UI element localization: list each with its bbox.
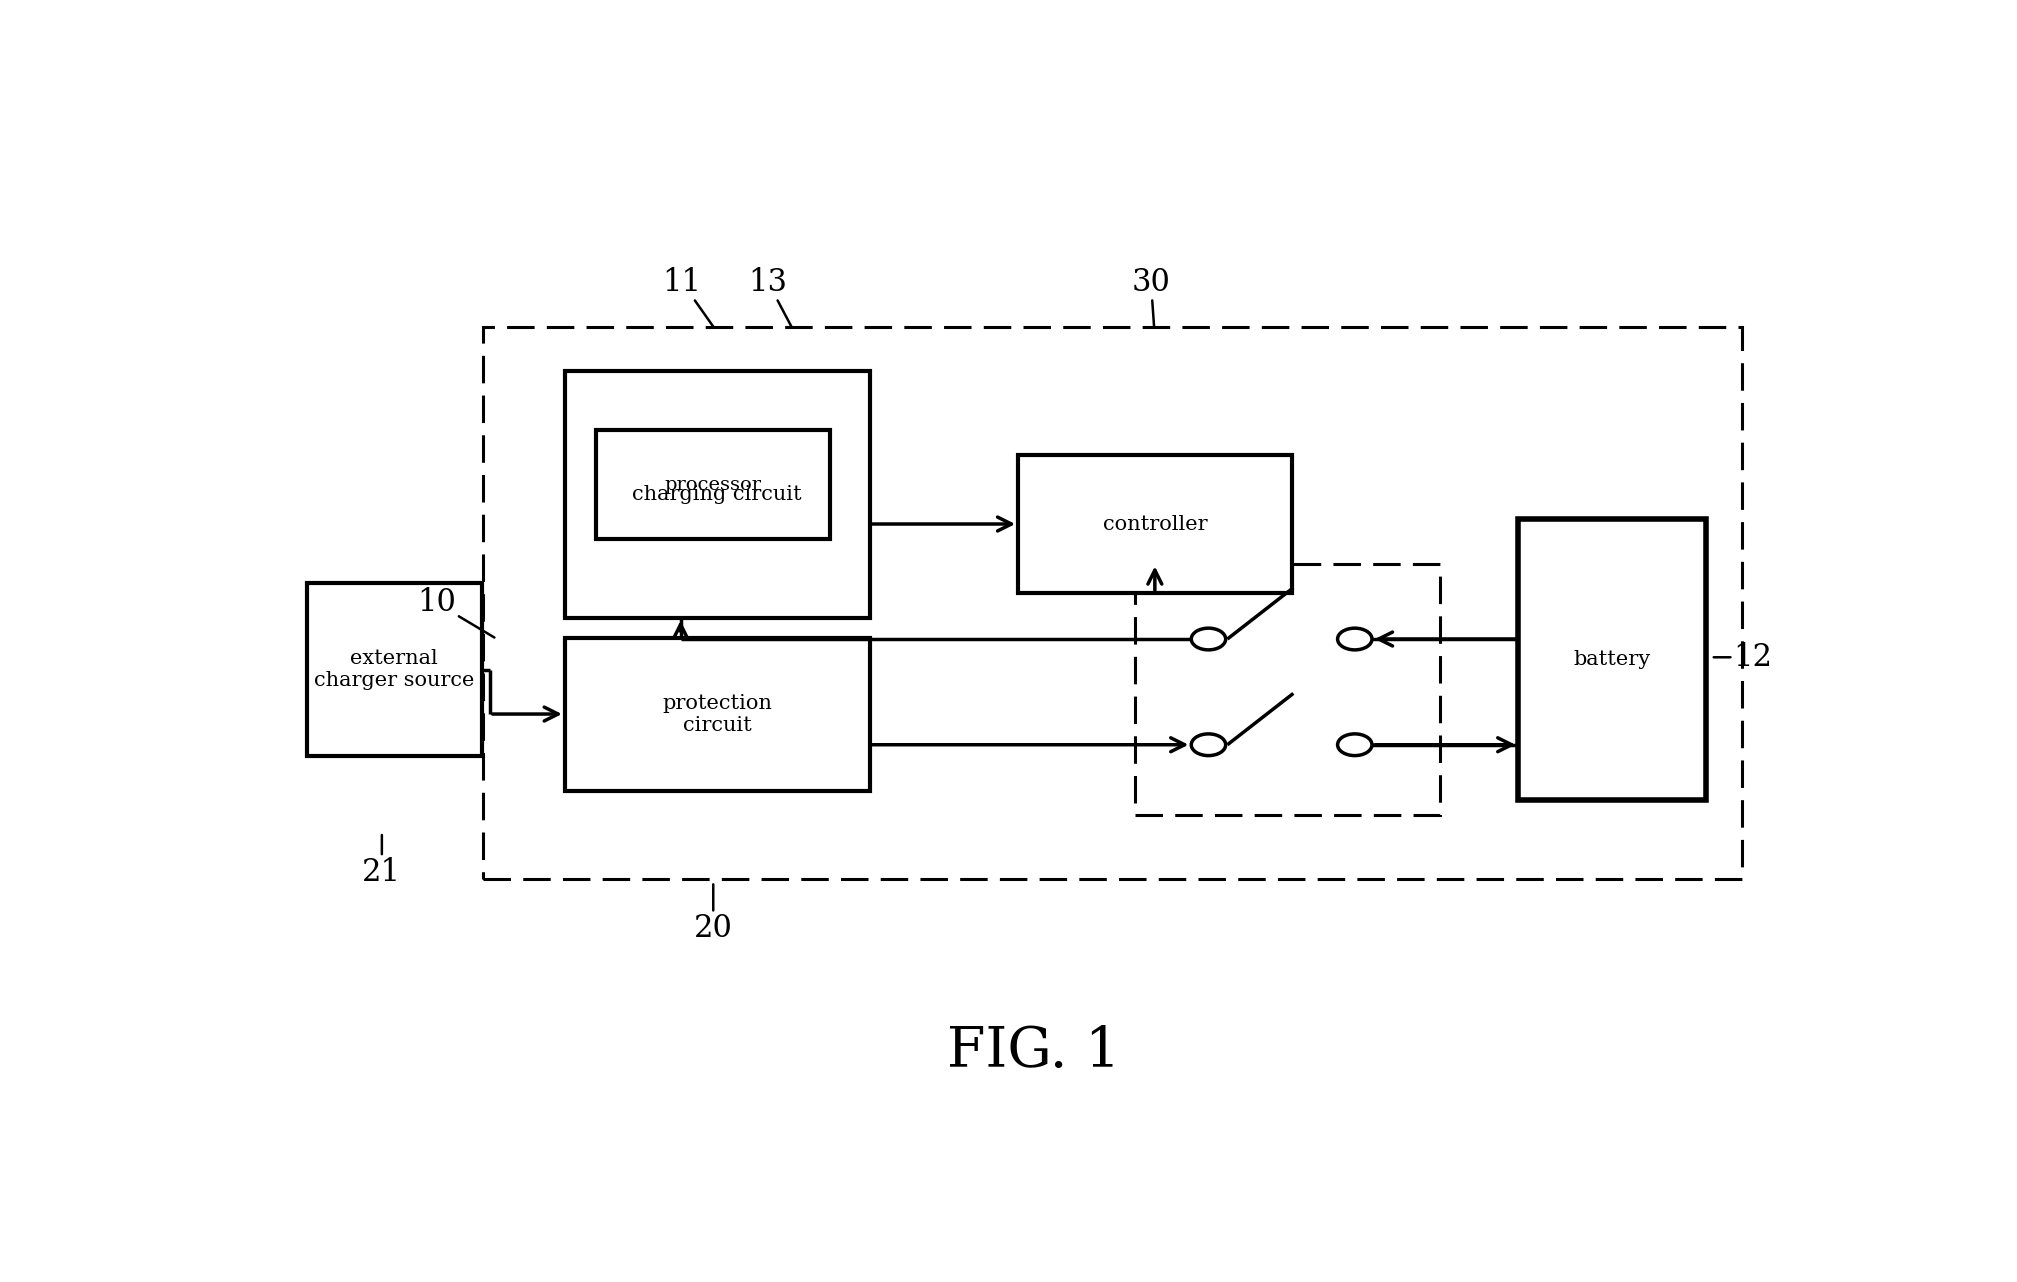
Bar xyxy=(1136,564,1440,815)
Bar xyxy=(1019,455,1291,594)
Text: FIG. 1: FIG. 1 xyxy=(948,1024,1119,1079)
Bar xyxy=(307,583,482,756)
Bar xyxy=(597,431,831,538)
Text: processor: processor xyxy=(666,476,762,494)
Bar xyxy=(565,370,869,618)
Text: protection
circuit: protection circuit xyxy=(662,694,773,735)
Text: 20: 20 xyxy=(694,885,732,945)
Bar xyxy=(565,637,869,791)
Text: battery: battery xyxy=(1573,650,1650,669)
Text: controller: controller xyxy=(1103,514,1206,533)
Bar xyxy=(484,327,1743,879)
Text: 13: 13 xyxy=(748,267,791,327)
Bar xyxy=(1519,519,1706,800)
Text: 11: 11 xyxy=(662,267,714,327)
Text: 12: 12 xyxy=(1714,642,1773,673)
Text: 21: 21 xyxy=(363,835,401,888)
Text: 30: 30 xyxy=(1132,267,1170,327)
Text: 10: 10 xyxy=(418,587,494,637)
Text: external
charger source: external charger source xyxy=(315,649,474,690)
Text: charging circuit: charging circuit xyxy=(633,485,803,504)
